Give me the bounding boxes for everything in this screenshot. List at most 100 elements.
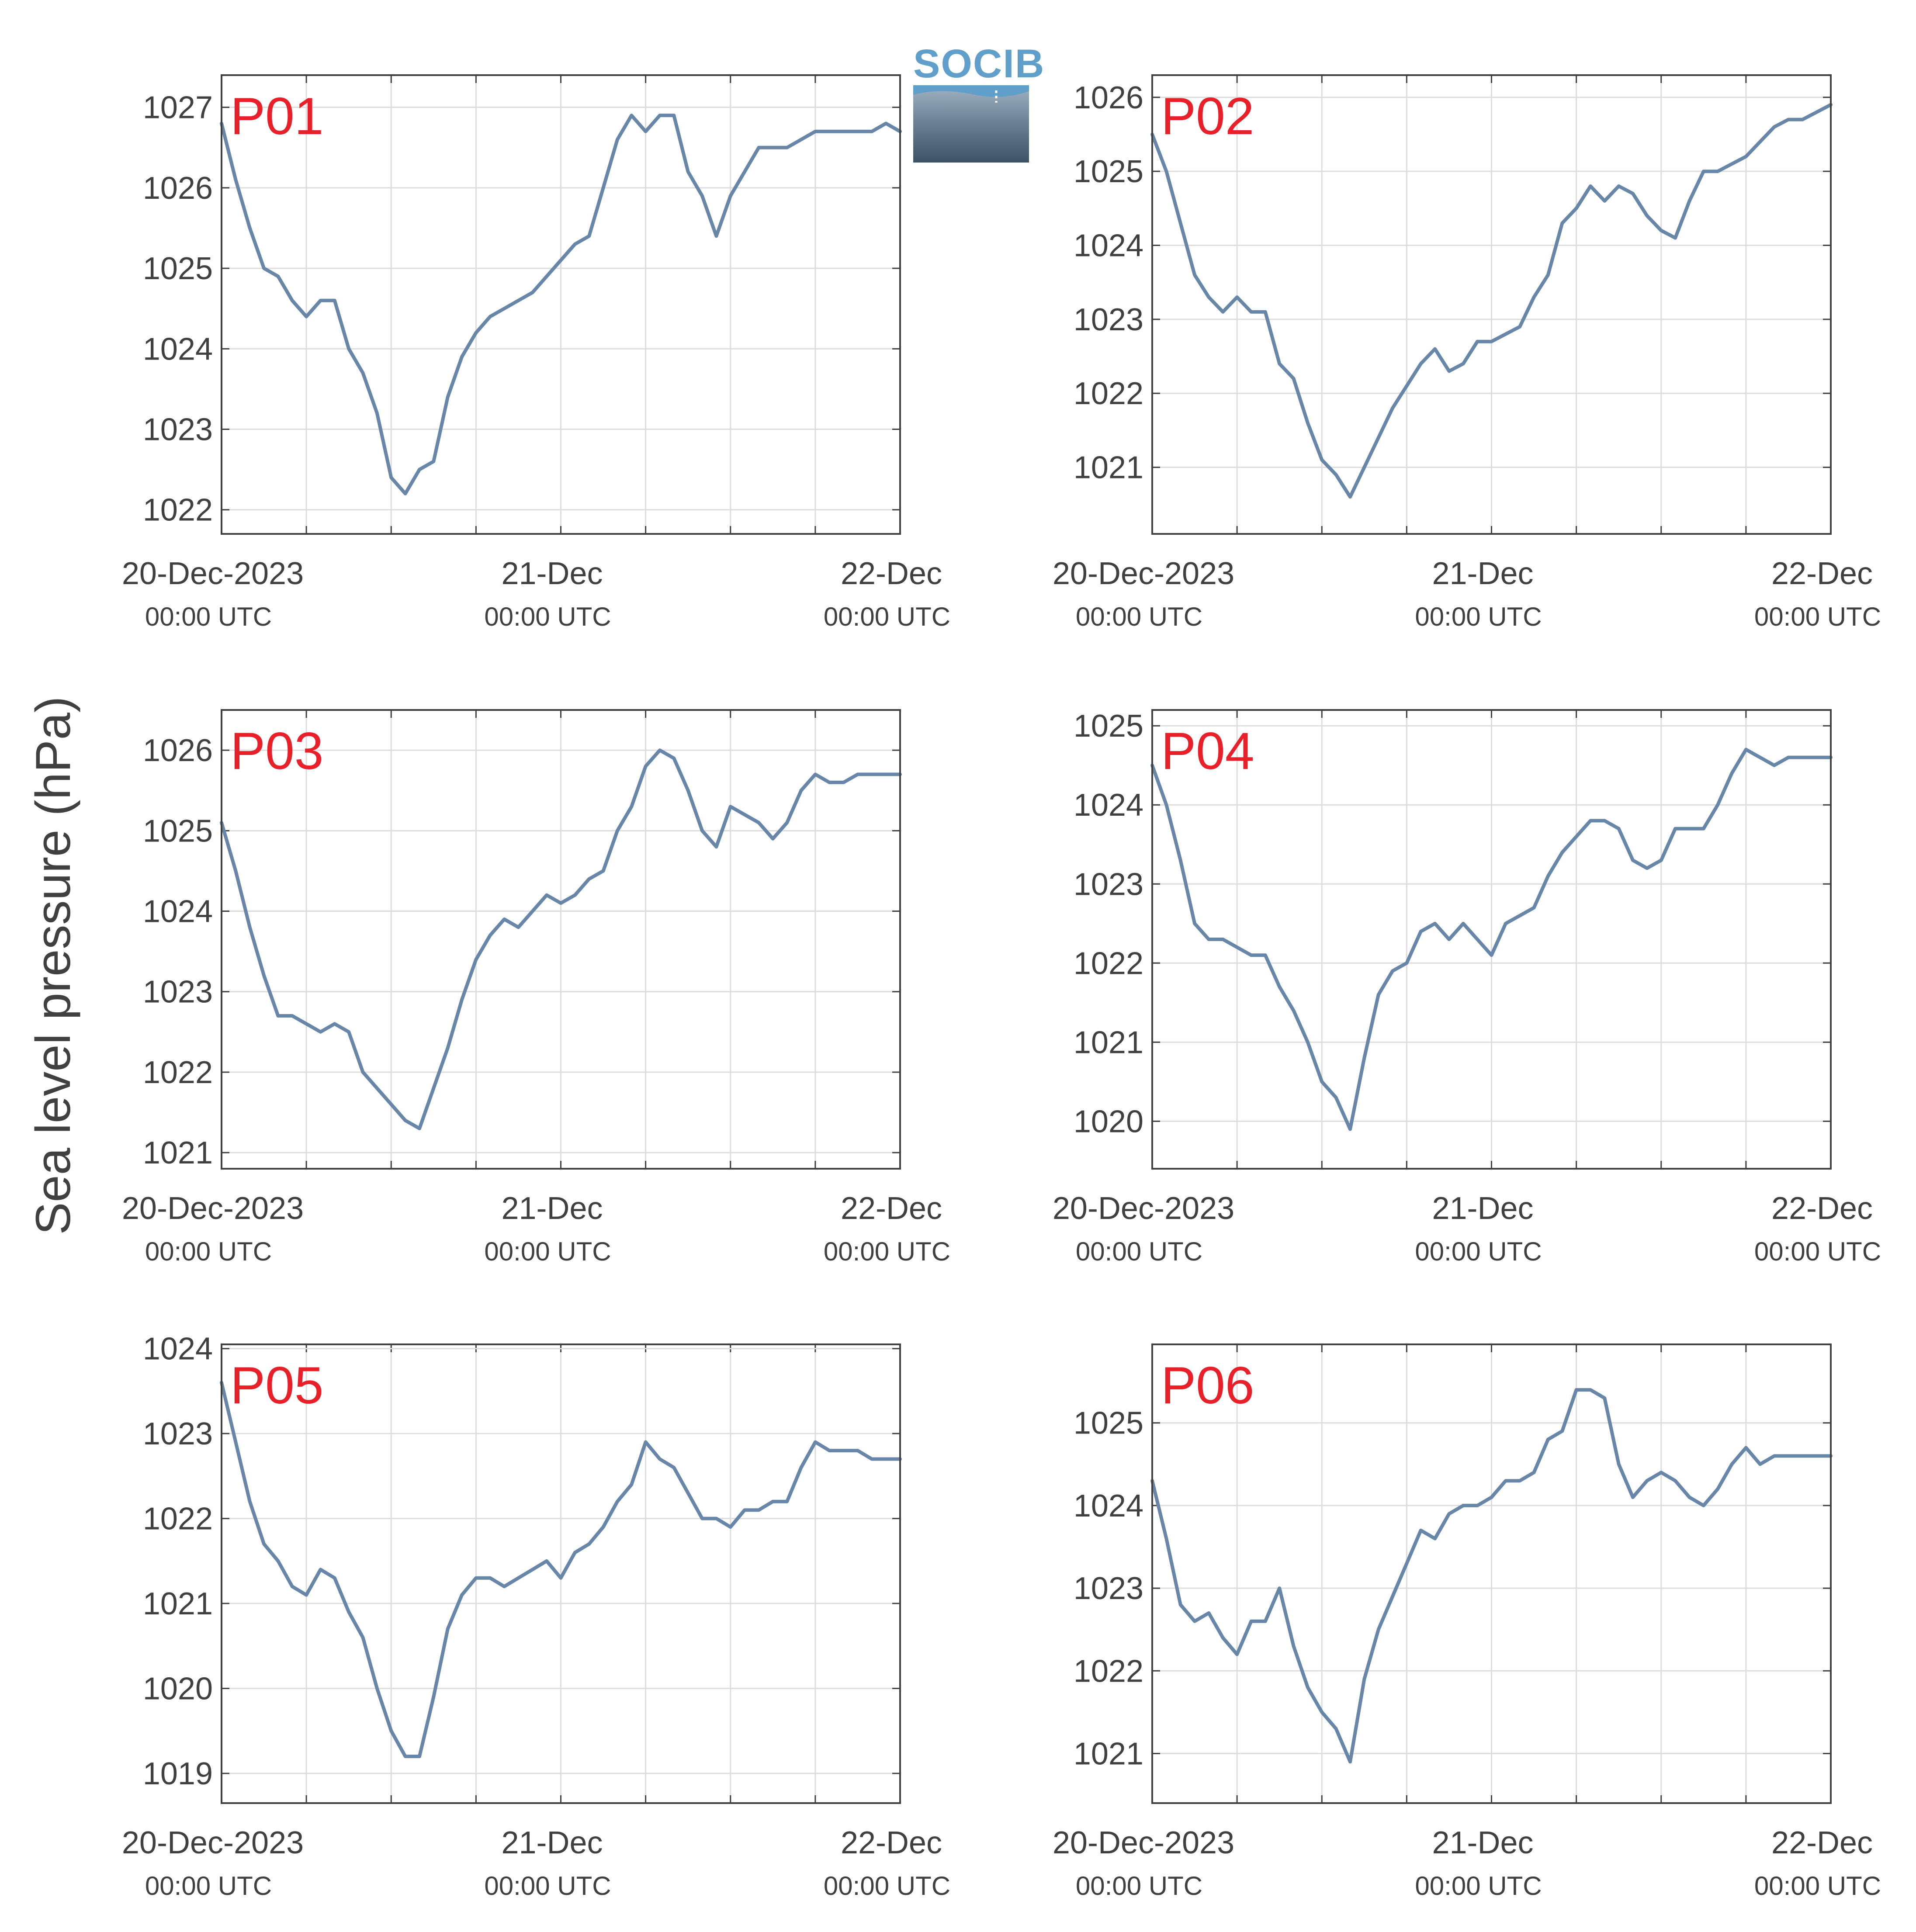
x-tick-label: 20-Dec-2023 — [122, 556, 304, 591]
x-tick-sublabel: 00:00 UTC — [484, 1871, 611, 1901]
x-tick-sublabel: 00:00 UTC — [824, 602, 950, 631]
y-tick-label: 1021 — [1074, 1025, 1143, 1060]
y-tick-label: 1024 — [1074, 229, 1143, 263]
panel-label: P04 — [1161, 722, 1254, 780]
x-tick-sublabel: 00:00 UTC — [824, 1237, 950, 1266]
x-tick-sublabel: 00:00 UTC — [145, 602, 272, 631]
y-tick-label: 1020 — [143, 1672, 213, 1707]
x-tick-label: 20-Dec-2023 — [1053, 556, 1234, 591]
x-tick-sublabel: 00:00 UTC — [1076, 602, 1202, 631]
panels: 1022 1023 1024 1025 1026 1027 20-Dec-2023 00:00… — [122, 74, 1881, 1901]
y-tick-label: 1023 — [143, 1416, 213, 1451]
x-tick-sublabel: 00:00 UTC — [1754, 602, 1881, 631]
y-tick-label: 1022 — [1074, 1654, 1143, 1689]
panel-p03: 1021 1022 1023 1024 1025 1026 20-Dec-2023 00:00… — [122, 709, 950, 1266]
x-tick-label: 21-Dec — [501, 1191, 603, 1226]
axes-frame — [221, 74, 901, 535]
x-tick-sublabel: 00:00 UTC — [1415, 1237, 1542, 1266]
x-tick-label: 21-Dec — [1432, 1825, 1533, 1860]
x-tick-sublabel: 00:00 UTC — [824, 1871, 950, 1901]
x-tick-label: 20-Dec-2023 — [122, 1825, 304, 1860]
axes-frame — [1151, 1343, 1832, 1804]
y-tick-label: 1025 — [143, 814, 213, 848]
y-tick-label: 1025 — [1074, 1406, 1143, 1441]
panel-p02: 1021 1022 1023 1024 1025 1026 20-Dec-2023 00:00… — [1053, 74, 1881, 631]
y-tick-label: 1022 — [143, 493, 213, 528]
x-tick-label: 21-Dec — [1432, 556, 1533, 591]
panel-label: P06 — [1161, 1356, 1254, 1415]
y-tick-label: 1026 — [143, 171, 213, 206]
axes-frame — [221, 1343, 901, 1804]
y-tick-label: 1020 — [1074, 1104, 1143, 1139]
pressure-series-line — [220, 748, 902, 1130]
y-tick-label: 1021 — [1074, 1736, 1143, 1771]
y-tick-label: 1023 — [1074, 1571, 1143, 1606]
y-tick-label: 1025 — [1074, 709, 1143, 744]
axes-frame — [1151, 74, 1832, 535]
y-tick-label: 1022 — [1074, 376, 1143, 411]
x-tick-sublabel: 00:00 UTC — [1415, 602, 1542, 631]
y-tick-label: 1023 — [1074, 302, 1143, 337]
x-tick-label: 22-Dec — [841, 1191, 942, 1226]
y-tick-label: 1027 — [143, 90, 213, 125]
panel-label: P02 — [1161, 87, 1254, 145]
panel-label: P05 — [230, 1356, 324, 1415]
y-tick-label: 1023 — [143, 412, 213, 447]
x-tick-sublabel: 00:00 UTC — [1754, 1237, 1881, 1266]
x-tick-label: 20-Dec-2023 — [1053, 1825, 1234, 1860]
x-tick-sublabel: 00:00 UTC — [145, 1237, 272, 1266]
x-tick-sublabel: 00:00 UTC — [1415, 1871, 1542, 1901]
x-tick-sublabel: 00:00 UTC — [484, 1237, 611, 1266]
y-tick-label: 1024 — [1074, 1489, 1143, 1523]
y-tick-label: 1022 — [1074, 946, 1143, 981]
y-tick-label: 1024 — [143, 332, 213, 367]
y-tick-label: 1022 — [143, 1502, 213, 1537]
x-tick-sublabel: 00:00 UTC — [145, 1871, 272, 1901]
pressure-series-line — [1150, 1388, 1833, 1764]
y-tick-label: 1021 — [143, 1136, 213, 1170]
axes-frame — [221, 709, 901, 1170]
y-tick-label: 1024 — [143, 1332, 213, 1367]
x-tick-sublabel: 00:00 UTC — [1076, 1237, 1202, 1266]
y-tick-label: 1024 — [1074, 788, 1143, 823]
y-tick-label: 1024 — [143, 894, 213, 929]
panel-label: P01 — [230, 87, 324, 145]
panel-p06: 1021 1022 1023 1024 1025 20-Dec-2023 00:00 UTC… — [1053, 1343, 1881, 1901]
axes-frame — [1151, 709, 1832, 1170]
y-tick-label: 1023 — [143, 975, 213, 1010]
logo-text: SOCIB — [913, 42, 1045, 86]
x-tick-sublabel: 00:00 UTC — [1754, 1871, 1881, 1901]
panel-p05: 1019 1020 1021 1022 1023 1024 20-Dec-2023 00:00… — [122, 1332, 950, 1901]
y-tick-label: 1023 — [1074, 867, 1143, 902]
panel-label: P03 — [230, 722, 324, 780]
y-tick-label: 1019 — [143, 1756, 213, 1791]
y-tick-label: 1021 — [143, 1586, 213, 1621]
x-tick-label: 21-Dec — [501, 1825, 603, 1860]
figure-ylabel: Sea level pressure (hPa) — [26, 696, 80, 1235]
x-tick-label: 20-Dec-2023 — [122, 1191, 304, 1226]
x-tick-label: 21-Dec — [501, 556, 603, 591]
x-tick-sublabel: 00:00 UTC — [1076, 1871, 1202, 1901]
x-tick-label: 22-Dec — [841, 556, 942, 591]
y-tick-label: 1026 — [143, 733, 213, 768]
pressure-series-line — [220, 1381, 902, 1759]
x-tick-label: 22-Dec — [841, 1825, 942, 1860]
x-tick-label: 22-Dec — [1771, 1191, 1873, 1226]
x-tick-label: 20-Dec-2023 — [1053, 1191, 1234, 1226]
socib-logo: SOCIB — [913, 42, 1045, 163]
y-tick-label: 1021 — [1074, 450, 1143, 485]
logo-wave-icon — [913, 85, 1029, 103]
y-tick-label: 1025 — [143, 251, 213, 286]
x-tick-sublabel: 00:00 UTC — [484, 602, 611, 631]
panel-p04: 1020 1021 1022 1023 1024 1025 20-Dec-2023 00:00… — [1053, 709, 1881, 1266]
logo-graphic — [913, 85, 1029, 163]
pressure-series-line — [220, 114, 902, 495]
pressure-series-line — [1150, 748, 1833, 1131]
y-tick-label: 1022 — [143, 1055, 213, 1090]
x-tick-label: 22-Dec — [1771, 556, 1873, 591]
pressure-series-line — [1150, 103, 1833, 499]
x-tick-label: 21-Dec — [1432, 1191, 1533, 1226]
y-tick-label: 1025 — [1074, 154, 1143, 189]
x-tick-label: 22-Dec — [1771, 1825, 1873, 1860]
